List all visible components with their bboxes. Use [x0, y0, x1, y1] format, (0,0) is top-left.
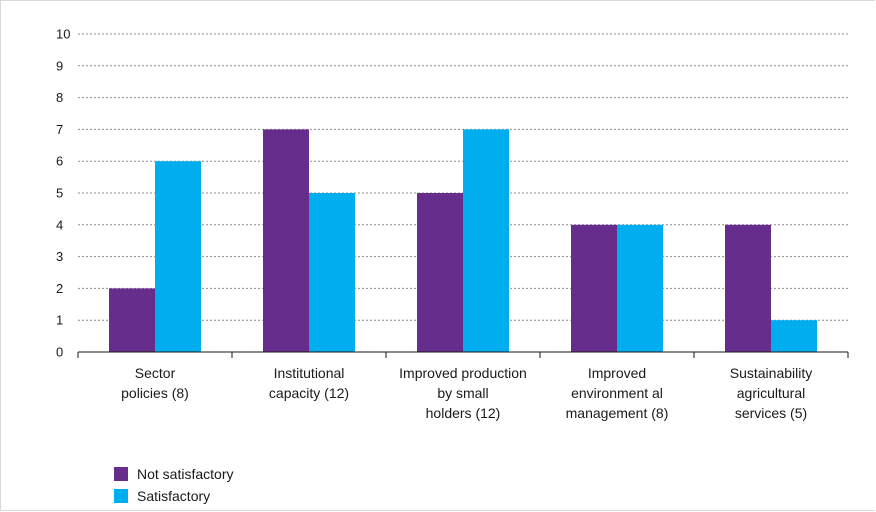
x-category-label-2-line-1: by small: [437, 385, 488, 401]
legend-label-not-satisfactory: Not satisfactory: [137, 466, 234, 482]
x-category-label-3-line-2: management (8): [566, 405, 669, 421]
x-category-label-3-line-1: environment al: [571, 385, 663, 401]
bar-satisfactory-1: [309, 193, 355, 352]
bar-chart: 0 1 2 3 4 5 6 7 8 9 10 Sector policies (8) Instituti…: [56, 27, 849, 421]
y-tick-label-4: 4: [56, 217, 63, 232]
x-category-label-1-line-0: Institutional: [274, 365, 345, 381]
x-axis: [77, 351, 849, 358]
x-category-label-4-line-0: Sustainability: [730, 365, 813, 381]
legend-swatch-satisfactory: [114, 489, 128, 503]
x-category-label-2-line-0: Improved production: [399, 365, 527, 381]
x-axis-labels: Sector policies (8) Institutional capacity …: [121, 365, 812, 421]
bar-not-satisfactory-1: [263, 129, 309, 352]
x-category-label-0-line-0: Sector: [135, 365, 176, 381]
x-category-label-1-line-1: capacity (12): [269, 385, 349, 401]
y-tick-label-5: 5: [56, 186, 63, 201]
bar-satisfactory-0: [155, 161, 201, 352]
x-category-label-0-line-1: policies (8): [121, 385, 189, 401]
legend-item-not-satisfactory: Not satisfactory: [114, 463, 233, 485]
y-tick-label-10: 10: [56, 27, 70, 42]
bar-not-satisfactory-3: [571, 224, 617, 352]
bars: [109, 129, 817, 352]
y-tick-label-1: 1: [56, 313, 63, 328]
y-tick-label-2: 2: [56, 281, 63, 296]
y-axis-ticks: 0 1 2 3 4 5 6 7 8 9 10: [56, 27, 70, 360]
legend-label-satisfactory: Satisfactory: [137, 488, 211, 504]
bar-not-satisfactory-0: [109, 288, 155, 352]
bar-satisfactory-2: [463, 129, 509, 352]
bar-satisfactory-4: [771, 320, 817, 352]
legend: Not satisfactory Satisfactory: [114, 463, 233, 507]
bar-not-satisfactory-2: [417, 193, 463, 352]
x-category-label-2-line-2: holders (12): [426, 405, 501, 421]
y-tick-label-0: 0: [56, 345, 63, 360]
legend-item-satisfactory: Satisfactory: [114, 485, 233, 507]
x-category-label-4-line-2: services (5): [735, 405, 807, 421]
legend-swatch-not-satisfactory: [114, 467, 128, 481]
y-tick-label-8: 8: [56, 90, 63, 105]
y-tick-label-9: 9: [56, 58, 63, 73]
bar-satisfactory-3: [617, 224, 663, 352]
y-tick-label-3: 3: [56, 249, 63, 264]
y-tick-label-6: 6: [56, 154, 63, 169]
x-category-label-4-line-1: agricultural: [737, 385, 805, 401]
x-category-label-3-line-0: Improved: [588, 365, 646, 381]
y-tick-label-7: 7: [56, 122, 63, 137]
bar-not-satisfactory-4: [725, 224, 771, 352]
